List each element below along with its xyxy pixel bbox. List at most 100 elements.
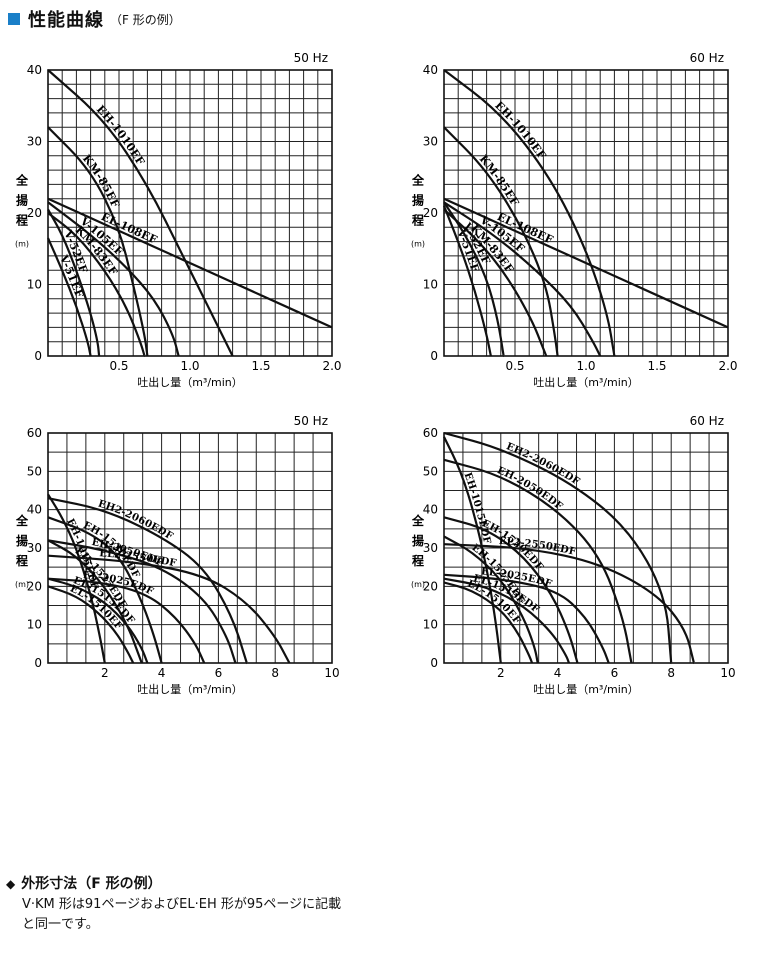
y-tick-label: 20 (423, 206, 438, 220)
series-label: EL2-2550EDF (498, 536, 577, 558)
x-tick-label: 10 (324, 666, 339, 680)
y-tick-label: 20 (423, 579, 438, 593)
y-tick-label: 30 (423, 135, 438, 149)
y-axis-unit: (m) (15, 580, 29, 589)
series-line (47, 493, 106, 664)
x-tick-label: 8 (271, 666, 279, 680)
y-tick-label: 20 (27, 206, 42, 220)
y-tick-label: 20 (27, 579, 42, 593)
y-axis-label-char: 程 (412, 553, 424, 568)
y-tick-label: 0 (34, 656, 42, 670)
y-tick-label: 40 (423, 63, 438, 77)
hz-label: 50 Hz (294, 414, 328, 428)
y-axis-label-char: 程 (16, 212, 28, 227)
y-tick-label: 30 (27, 541, 42, 555)
y-tick-label: 30 (423, 541, 438, 555)
chart-50hz-bottom: 50 Hz 2 4 6 8 10 0 10 20 30 40 50 60 全揚程 (m) 吐出し量（m³/mi… (15, 414, 340, 696)
series-label-text: EH-1015EDF (462, 471, 493, 545)
chart-60hz-bottom: 60 Hz 2 4 6 8 10 0 10 20 30 40 50 60 全揚程 (m) 吐出し量（m³/mi… (411, 414, 736, 696)
y-tick-label: 50 (423, 464, 438, 478)
series-line (442, 205, 492, 357)
y-axis-label-char: 揚 (412, 533, 424, 548)
y-tick-label: 40 (27, 503, 42, 517)
y-axis-unit: (m) (411, 580, 425, 589)
series-line (47, 69, 234, 357)
x-tick-label: 1.5 (647, 359, 666, 373)
hz-label: 60 Hz (690, 414, 724, 428)
hz-label: 60 Hz (690, 51, 724, 65)
blue-square-icon (8, 13, 20, 25)
series-line (47, 497, 248, 664)
chart-60hz-top: 60 Hz 0.5 1.0 1.5 2.0 0 10 20 30 40 全揚程 (m) 吐出し量（m³/… (411, 51, 738, 389)
x-tick-label: 0.5 (109, 359, 128, 373)
chart-50hz-top: 50 Hz 0.5 1.0 1.5 2.0 0 10 20 30 40 全揚程 (m) 吐出し量（m³/… (15, 51, 342, 389)
series-line (443, 577, 570, 664)
series-line (47, 212, 146, 357)
series-line (47, 585, 135, 664)
series-line (47, 201, 180, 357)
x-tick-label: 0.5 (505, 359, 524, 373)
y-axis-label-char: 全 (15, 172, 29, 187)
x-tick-label: 1.5 (251, 359, 270, 373)
y-tick-label: 40 (423, 503, 438, 517)
grid (443, 432, 729, 664)
series-line (47, 539, 237, 664)
series-line (46, 237, 92, 357)
series-line (443, 208, 548, 357)
series-line (443, 201, 602, 357)
x-axis-label: 吐出し量（m³/min） (137, 682, 243, 696)
footer-section: ◆ 外形寸法（F 形の例） V·KM 形は91ページおよびEL·EH 形が95ペー… (6, 874, 341, 935)
series-line (443, 543, 695, 664)
y-tick-label: 60 (423, 426, 438, 440)
series-label: EH-1015EDF (462, 471, 493, 545)
x-tick-label: 4 (158, 666, 166, 680)
series-line (443, 458, 633, 664)
y-tick-label: 10 (27, 278, 42, 292)
series-line (443, 69, 616, 357)
x-axis-label: 吐出し量（m³/min） (533, 682, 639, 696)
y-axis-label-char: 揚 (16, 533, 28, 548)
series-line (47, 577, 206, 664)
y-tick-label: 0 (430, 656, 438, 670)
series-line (47, 197, 333, 329)
series-line (443, 431, 673, 664)
series-line (443, 126, 559, 357)
x-tick-label: 6 (611, 666, 619, 680)
series-line (443, 197, 729, 329)
plot-frame (47, 432, 333, 664)
y-tick-label: 10 (423, 278, 438, 292)
x-axis-label: 吐出し量（m³/min） (137, 375, 243, 389)
series-line (443, 436, 502, 664)
y-tick-label: 0 (430, 349, 438, 363)
y-axis-label-char: 全 (411, 513, 425, 528)
grid (443, 69, 729, 357)
y-axis-label-char: 程 (412, 212, 424, 227)
page-subtitle: （F 形の例） (110, 12, 181, 27)
y-axis-unit: (m) (15, 239, 29, 248)
series-line (47, 516, 163, 664)
page-title: 性能曲線 (28, 10, 104, 31)
x-tick-label: 2.0 (322, 359, 341, 373)
y-axis-label-char: 程 (16, 553, 28, 568)
x-tick-label: 2.0 (718, 359, 737, 373)
page-header: 性能曲線 （F 形の例） (8, 6, 181, 32)
x-tick-label: 2 (497, 666, 505, 680)
series-label: KM-85EF (80, 152, 122, 210)
x-tick-label: 10 (720, 666, 735, 680)
y-axis-unit: (m) (411, 239, 425, 248)
plot-frame (443, 432, 729, 664)
hz-label: 50 Hz (294, 51, 328, 65)
y-tick-label: 0 (34, 349, 42, 363)
x-axis-label: 吐出し量（m³/min） (533, 375, 639, 389)
series-label-text: EL2-2550EDF (498, 536, 577, 558)
y-tick-label: 10 (423, 618, 438, 632)
series-line (47, 539, 143, 664)
y-tick-label: 60 (27, 426, 42, 440)
y-tick-label: 30 (27, 135, 42, 149)
footer-title: 外形寸法（F 形の例） (21, 876, 162, 892)
x-tick-label: 8 (667, 666, 675, 680)
y-tick-label: 50 (27, 464, 42, 478)
x-tick-label: 1.0 (576, 359, 595, 373)
series-line (47, 126, 149, 357)
